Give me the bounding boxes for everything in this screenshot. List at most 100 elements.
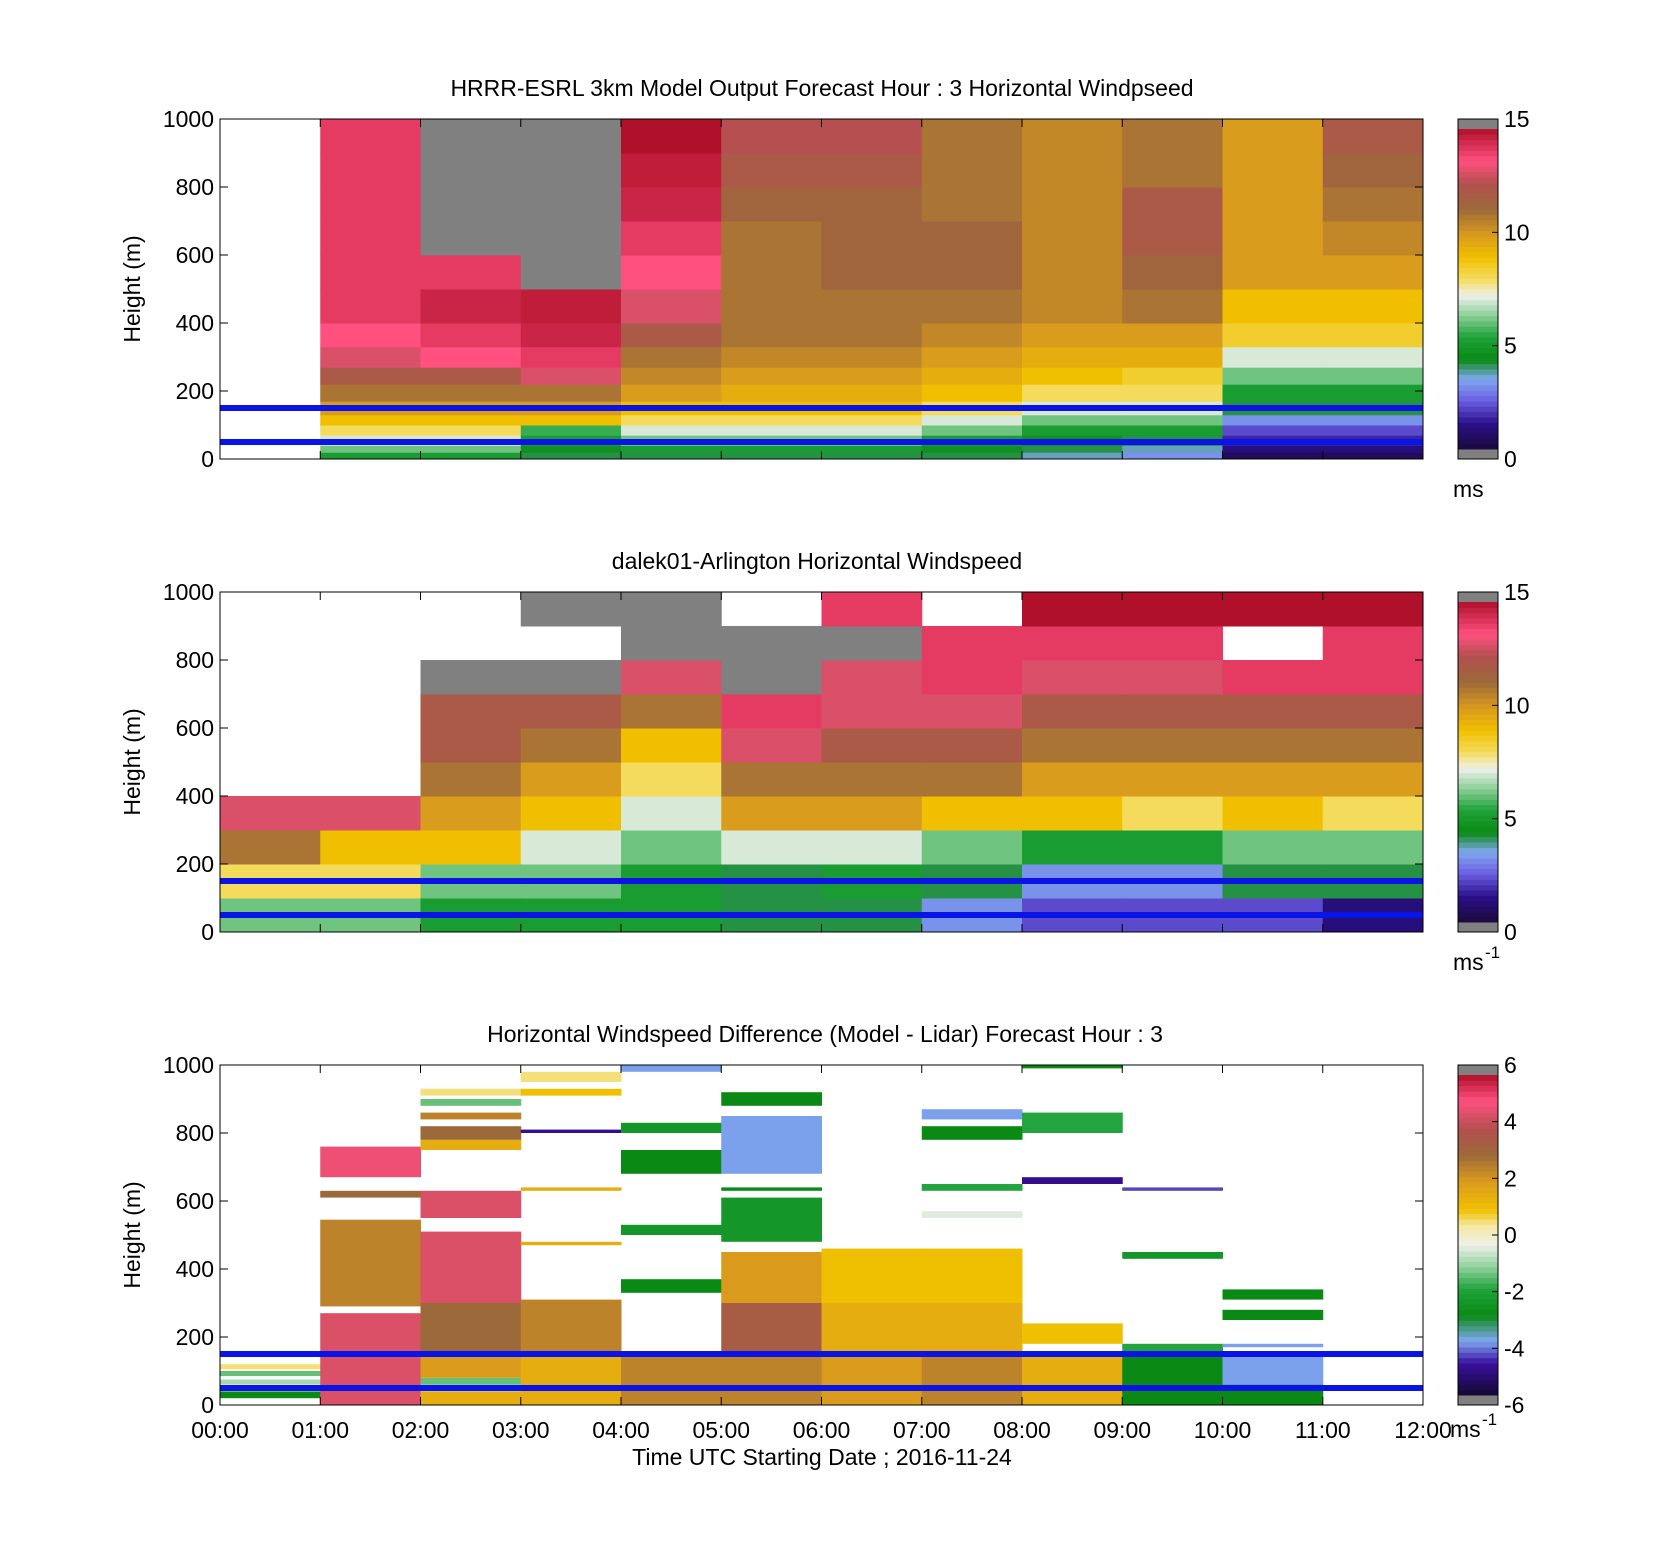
heatmap-cell — [1122, 1354, 1223, 1405]
colorbar-segment — [1458, 278, 1498, 285]
colorbar-over-swatch — [1458, 592, 1498, 602]
heatmap-cell — [220, 830, 321, 865]
y-tick-label: 200 — [176, 378, 214, 404]
heatmap-cell — [1122, 626, 1223, 661]
colorbar-segment — [1458, 906, 1498, 912]
heatmap-cell — [1122, 592, 1223, 627]
heatmap-cell — [1322, 660, 1424, 695]
colorbar-segment — [1458, 900, 1498, 907]
colorbar-segment — [1458, 1267, 1498, 1273]
colorbar-segment — [1458, 443, 1498, 450]
heatmap-cell — [520, 1071, 622, 1082]
heatmap-cell — [420, 1126, 522, 1140]
heatmap-cell — [1222, 1354, 1324, 1385]
colorbar-segment — [1458, 171, 1498, 178]
heatmap-cell — [1122, 830, 1223, 865]
panel-difference-cells — [220, 1065, 1324, 1405]
y-tick-label: 1000 — [163, 1052, 214, 1078]
colorbar-segment — [1458, 1149, 1498, 1156]
colorbar-segment — [1458, 315, 1498, 322]
colorbar-unit-label: ms — [1450, 1416, 1481, 1442]
heatmap-cell — [721, 796, 822, 831]
colorbar-segment — [1458, 655, 1498, 662]
heatmap-cell — [320, 796, 421, 831]
heatmap-cell — [821, 626, 923, 661]
colorbar-segment — [1458, 623, 1498, 630]
heatmap-cell — [320, 289, 421, 324]
heatmap-cell — [921, 1126, 1023, 1140]
heatmap-cell — [1122, 346, 1223, 368]
colorbar-segment — [1458, 612, 1498, 619]
heatmap-cell — [821, 762, 923, 797]
heatmap-cell — [520, 1129, 622, 1133]
colorbar-segment — [1458, 305, 1498, 311]
colorbar-segment — [1458, 1075, 1498, 1081]
heatmap-cell — [1022, 694, 1123, 729]
heatmap-cell — [1222, 660, 1324, 695]
heatmap-cell — [320, 445, 421, 453]
heatmap-cell — [420, 1190, 522, 1218]
heatmap-cell — [420, 289, 522, 324]
colorbar-segment — [1458, 193, 1498, 199]
heatmap-cell — [420, 660, 522, 695]
colorbar-segment — [1458, 225, 1498, 231]
heatmap-cell — [1122, 255, 1223, 290]
heatmap-cell — [921, 187, 1023, 222]
panel-lidar-colorbar: 0 5 10 15 ms -1 — [1453, 579, 1530, 975]
heatmap-cell — [1222, 414, 1324, 426]
heatmap-cell — [821, 346, 923, 368]
heatmap-cell — [921, 221, 1023, 256]
heatmap-cell — [520, 694, 622, 729]
heatmap-cell — [821, 187, 923, 222]
colorbar-segment — [1458, 177, 1498, 183]
heatmap-cell — [320, 1146, 421, 1178]
heatmap-cell — [621, 592, 722, 627]
colorbar-segment — [1458, 1133, 1498, 1140]
heatmap-cell — [821, 323, 923, 348]
heatmap-cell — [921, 119, 1023, 154]
heatmap-cell — [821, 445, 923, 453]
y-tick-label: 200 — [176, 851, 214, 877]
colorbar-unit-exponent: -1 — [1485, 943, 1500, 962]
heatmap-cell — [921, 660, 1023, 695]
heatmap-cell — [721, 119, 822, 154]
heatmap-cell — [520, 796, 622, 831]
heatmap-cell — [721, 153, 822, 188]
heatmap-cell — [1222, 425, 1324, 436]
colorbar-segment — [1458, 1283, 1498, 1289]
colorbar-segment — [1458, 283, 1498, 290]
colorbar-segment — [1458, 879, 1498, 886]
colorbar-segment — [1458, 337, 1498, 343]
panel-model-title: HRRR-ESRL 3km Model Output Forecast Hour… — [450, 75, 1193, 101]
colorbar-segment — [1458, 1352, 1498, 1359]
y-tick-label: 400 — [176, 783, 214, 809]
heatmap-cell — [1022, 830, 1123, 865]
heatmap-cell — [721, 660, 822, 695]
colorbar-segment — [1458, 358, 1498, 365]
colorbar-segment — [1458, 406, 1498, 413]
colorbar-tick-label: 15 — [1504, 106, 1530, 132]
heatmap-cell — [420, 1231, 522, 1303]
heatmap-cell — [721, 425, 822, 436]
colorbar-segment — [1458, 1208, 1498, 1215]
heatmap-cell — [621, 1065, 722, 1072]
heatmap-cell — [520, 830, 622, 865]
heatmap-cell — [821, 1354, 923, 1405]
panel-difference-xticks — [219, 1065, 1424, 1405]
colorbar-segment — [1458, 895, 1498, 902]
colorbar-segment — [1458, 772, 1498, 779]
colorbar-segment — [1458, 246, 1498, 253]
colorbar-segment — [1458, 1304, 1498, 1311]
heatmap-cell — [1322, 830, 1424, 865]
heatmap-cell — [621, 445, 722, 453]
heatmap-cell — [621, 694, 722, 729]
heatmap-cell — [721, 255, 822, 290]
colorbar-tick-label: 5 — [1504, 333, 1517, 359]
heatmap-cell — [821, 592, 923, 627]
colorbar-unit-label: ms — [1453, 476, 1484, 502]
heatmap-cell — [1122, 762, 1223, 797]
colorbar-tick-label: 6 — [1504, 1052, 1517, 1078]
colorbar-segment — [1458, 262, 1498, 269]
heatmap-cell — [1022, 1354, 1123, 1405]
heatmap-cell — [420, 728, 522, 763]
